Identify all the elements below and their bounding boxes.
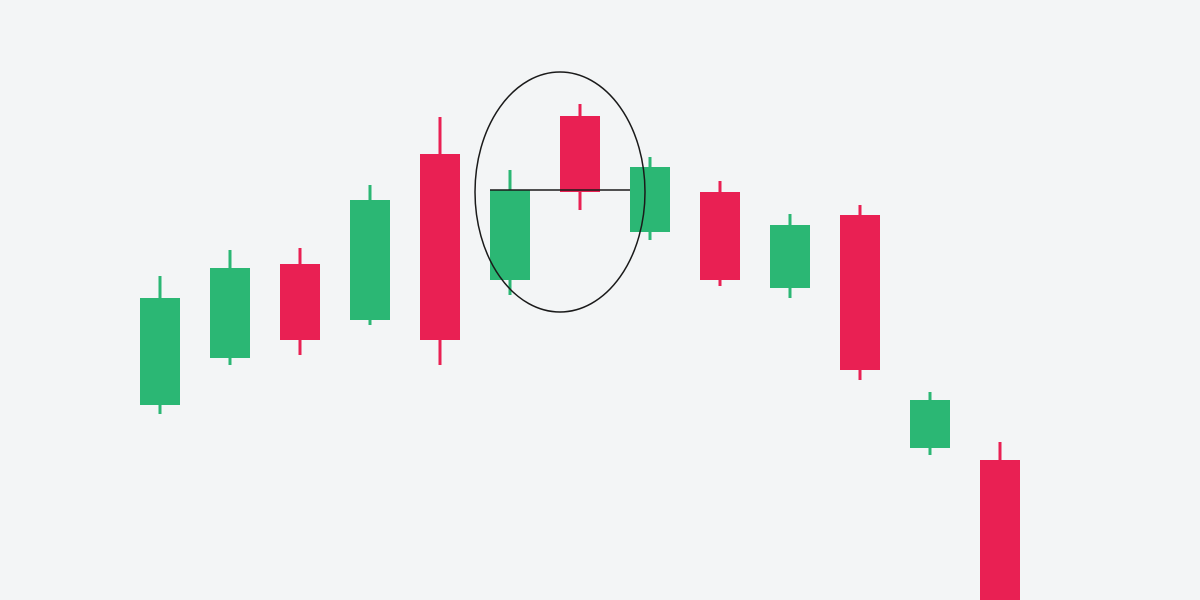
candle-body: [700, 192, 740, 280]
candle-body: [630, 167, 670, 232]
candle-body: [280, 264, 320, 340]
candle-body: [140, 298, 180, 405]
candle: [770, 214, 810, 298]
candle: [350, 185, 390, 325]
candle-body: [210, 268, 250, 358]
candle: [630, 157, 670, 240]
candle-body: [490, 190, 530, 280]
candle-body: [770, 225, 810, 288]
candlestick-chart: [0, 0, 1200, 600]
candle: [280, 248, 320, 355]
candle: [980, 442, 1020, 600]
candle-body: [840, 215, 880, 370]
candle-body: [560, 116, 600, 192]
candle: [840, 205, 880, 380]
candle-body: [420, 154, 460, 340]
candle-body: [910, 400, 950, 448]
candle: [420, 117, 460, 365]
candle: [700, 181, 740, 286]
candle-body: [350, 200, 390, 320]
candle-body: [980, 460, 1020, 600]
candle: [910, 392, 950, 455]
